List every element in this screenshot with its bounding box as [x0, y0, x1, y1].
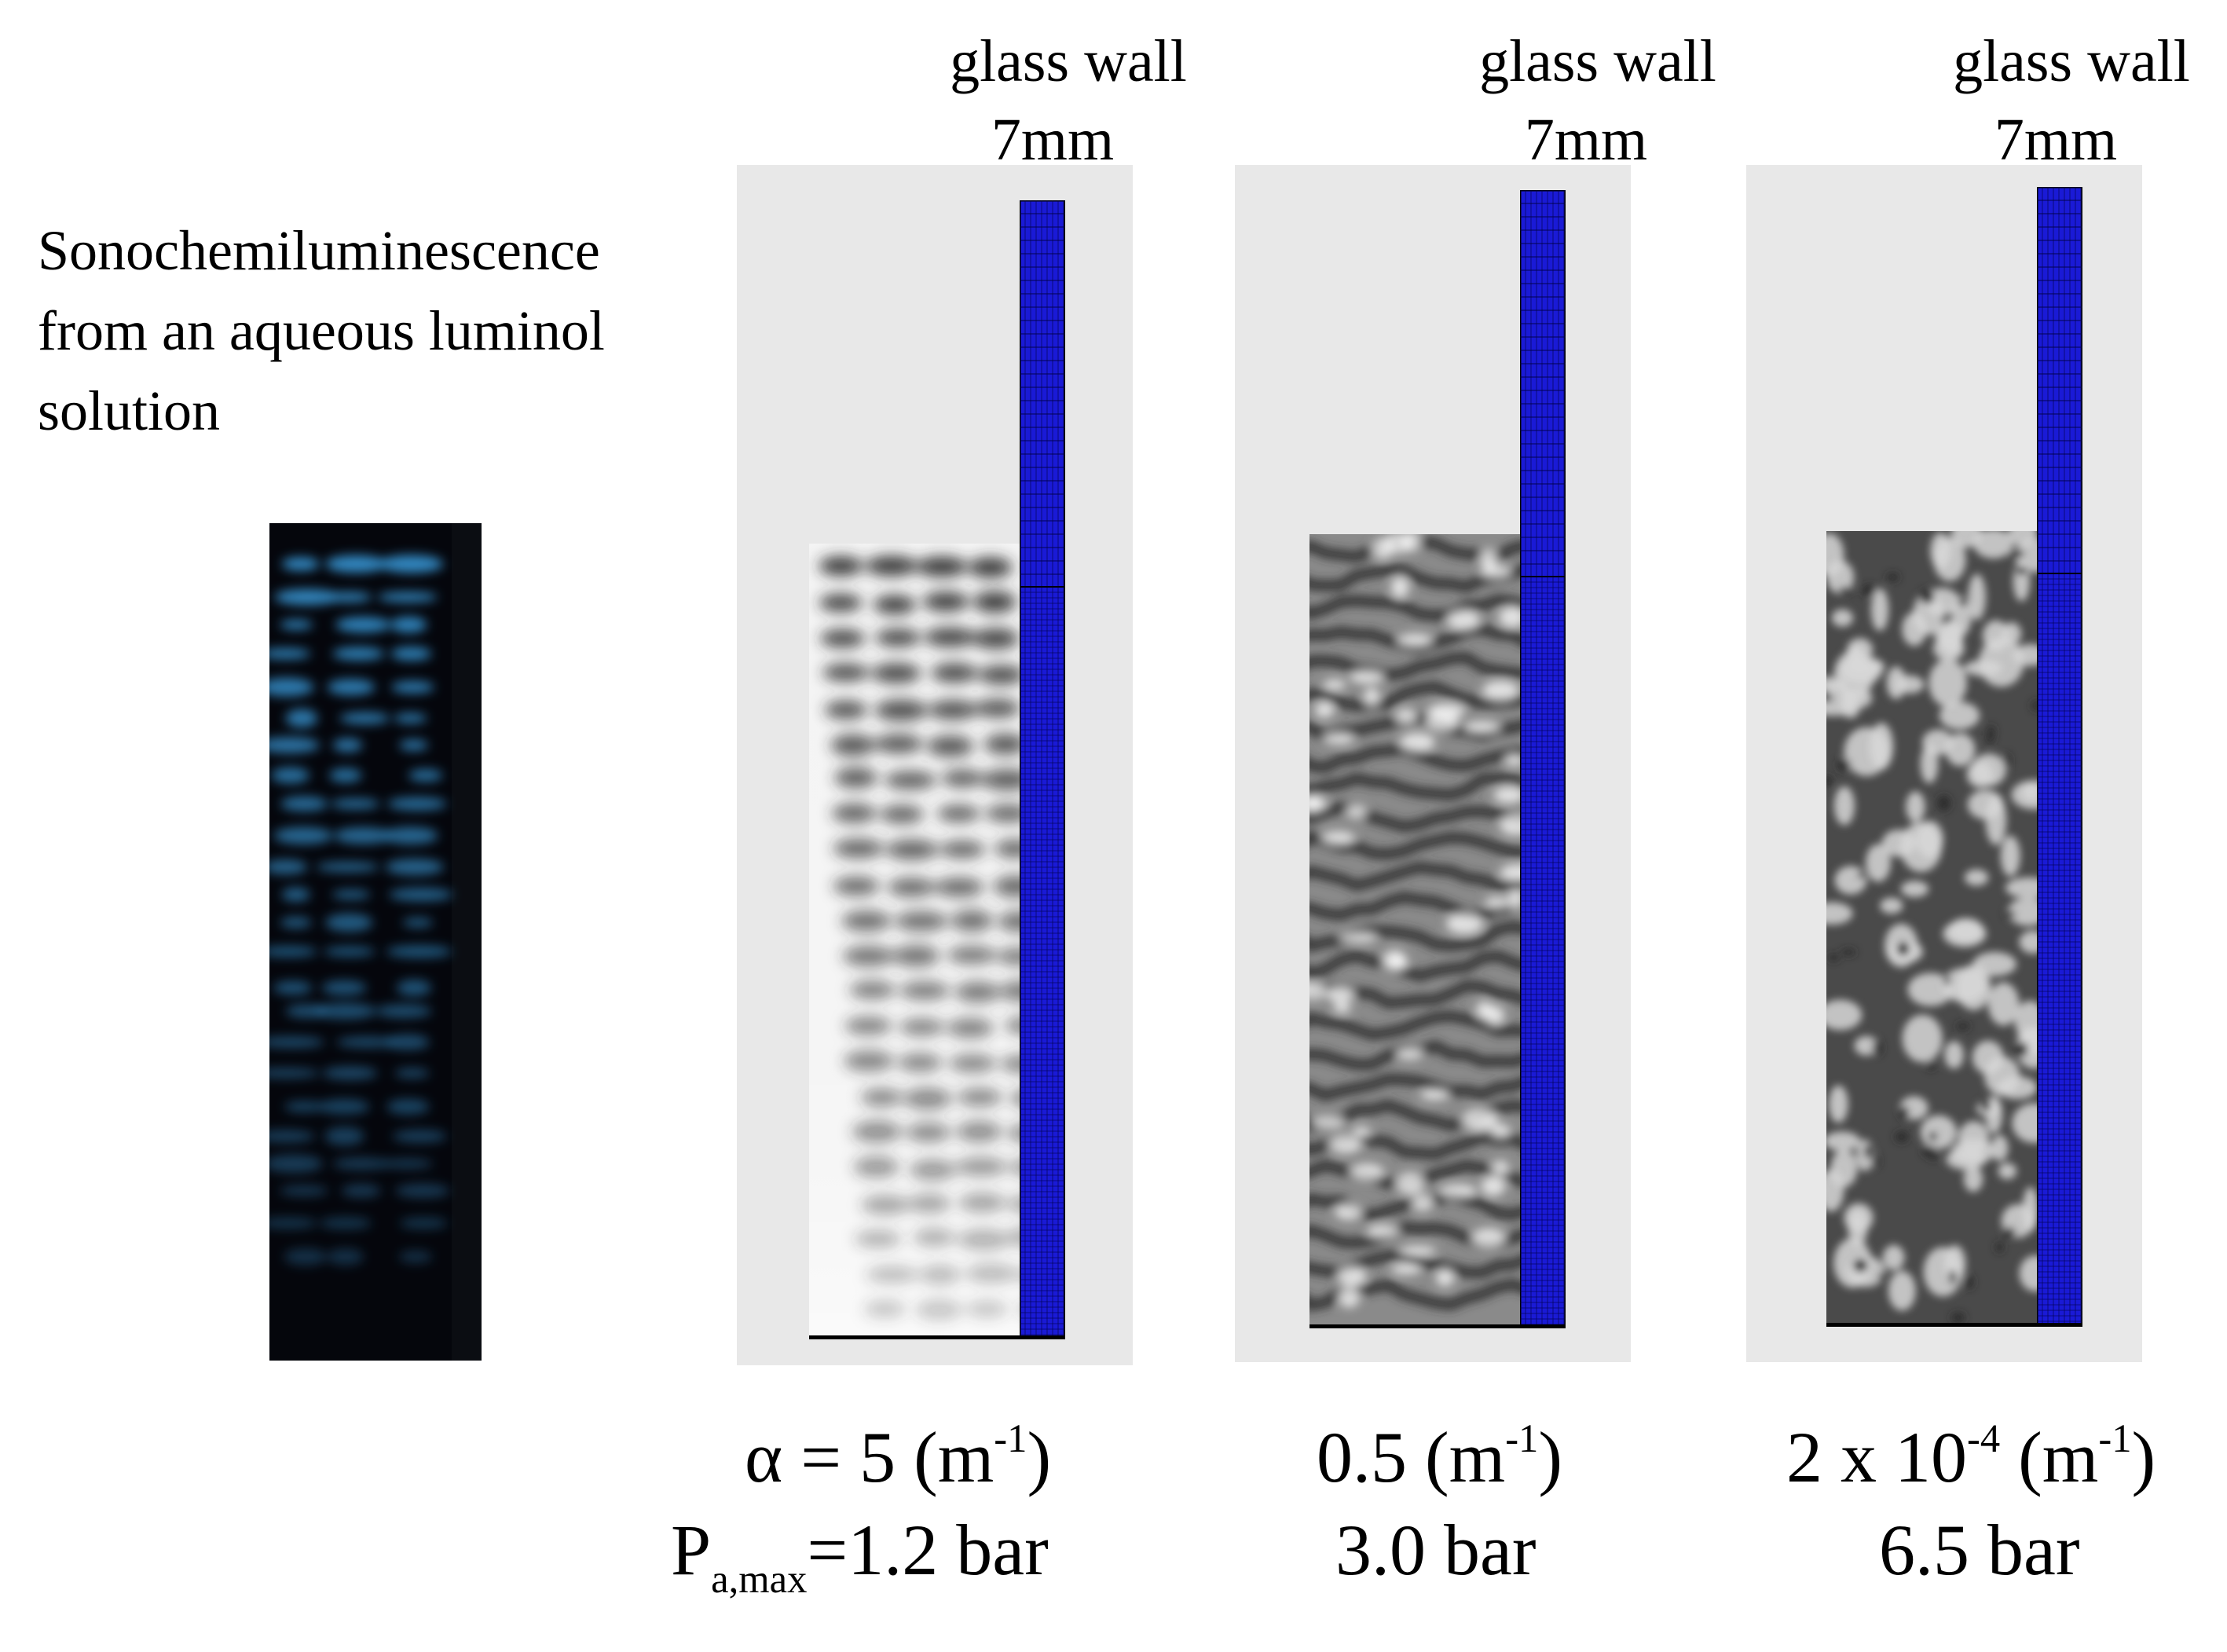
panel-1-pressure-label: Pa,max=1.2 bar — [671, 1510, 1049, 1601]
panel-2-wall-label: glass wall 7mm — [1479, 28, 1716, 173]
panel-2-alpha-label: 0.5 (m-1) — [1317, 1416, 1562, 1497]
sonochemiluminescence-caption: Sonochemiluminescence from an aqueous lu… — [38, 211, 605, 451]
panel-2-simulation — [1309, 534, 1520, 1326]
luminol-photo — [269, 523, 482, 1361]
panel-1-baseline — [809, 1335, 1065, 1339]
panel-2-glass-wall — [1520, 190, 1566, 1326]
panel-1-wall-label: glass wall 7mm — [950, 28, 1187, 173]
panel-1-glass-wall — [1020, 200, 1065, 1337]
panel-3-wall-label: glass wall 7mm — [1953, 28, 2190, 173]
panel-3-simulation — [1826, 531, 2037, 1324]
caption-line-2: from an aqueous luminol — [38, 299, 605, 362]
panel-1-simulation — [809, 544, 1020, 1337]
caption-line-3: solution — [38, 379, 221, 442]
caption-line-1: Sonochemiluminescence — [38, 219, 600, 282]
panel-3-pressure-label: 6.5 bar — [1879, 1510, 2080, 1590]
panel-3-glass-wall — [2037, 187, 2082, 1324]
panel-3-baseline — [1826, 1323, 2082, 1327]
panel-2-pressure-label: 3.0 bar — [1335, 1510, 1537, 1590]
panel-2-baseline — [1309, 1324, 1566, 1328]
panel-1-alpha-label: α = 5 (m-1) — [745, 1416, 1052, 1497]
panel-3-alpha-label: 2 x 10-4 (m-1) — [1786, 1416, 2156, 1497]
